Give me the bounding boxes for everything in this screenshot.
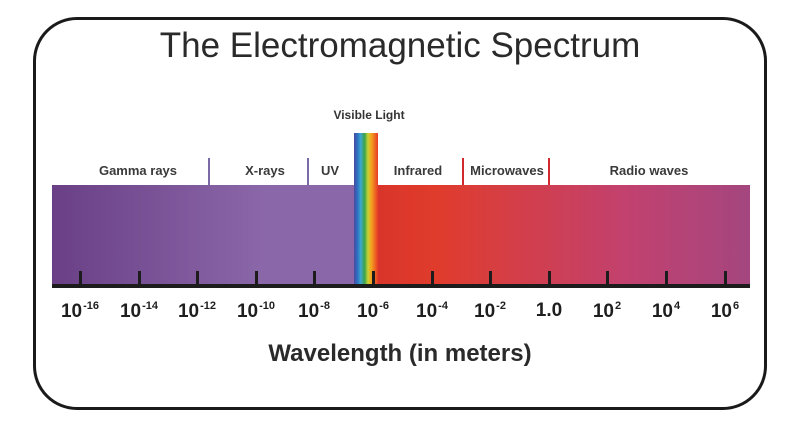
region-label-infrared: Infrared bbox=[393, 163, 443, 178]
axis-tick-label: 1.0 bbox=[535, 300, 563, 321]
region-label-gamma: Gamma rays bbox=[98, 163, 178, 178]
axis-tick bbox=[606, 271, 609, 286]
axis-tick bbox=[665, 271, 668, 286]
axis-tick-label: 104 bbox=[651, 300, 681, 322]
axis-tick bbox=[548, 271, 551, 286]
axis-tick bbox=[255, 271, 258, 286]
region-label-uv: UV bbox=[320, 163, 340, 178]
divider-xray-uv bbox=[307, 158, 309, 185]
wavelength-axis-line bbox=[52, 284, 750, 288]
axis-tick-label: 10-10 bbox=[236, 300, 276, 322]
divider-microwave-radio bbox=[548, 158, 550, 185]
axis-tick bbox=[313, 271, 316, 286]
region-label-xray: X-rays bbox=[245, 163, 285, 178]
spectrum-band bbox=[52, 185, 750, 284]
axis-tick bbox=[79, 271, 82, 286]
divider-infrared-microwave bbox=[462, 158, 464, 185]
axis-tick bbox=[724, 271, 727, 286]
axis-tick-label: 10-16 bbox=[60, 300, 100, 322]
axis-tick bbox=[138, 271, 141, 286]
axis-tick bbox=[372, 271, 375, 286]
divider-gamma-xray bbox=[208, 158, 210, 185]
axis-tick-label: 10-12 bbox=[177, 300, 217, 322]
region-label-microwave: Microwaves bbox=[470, 163, 544, 178]
axis-tick-label: 10-4 bbox=[416, 300, 448, 322]
region-label-radio: Radio waves bbox=[609, 163, 689, 178]
axis-title: Wavelength (in meters) bbox=[268, 340, 532, 367]
axis-tick-label: 10-8 bbox=[298, 300, 330, 322]
axis-tick-label: 10-14 bbox=[119, 300, 159, 322]
axis-tick bbox=[489, 271, 492, 286]
axis-tick bbox=[196, 271, 199, 286]
visible-light-bar bbox=[354, 133, 378, 284]
axis-tick bbox=[431, 271, 434, 286]
diagram-title: The Electromagnetic Spectrum bbox=[159, 26, 641, 65]
axis-tick-label: 10-6 bbox=[357, 300, 389, 322]
diagram-frame bbox=[33, 17, 767, 410]
axis-tick-label: 102 bbox=[592, 300, 622, 322]
axis-tick-label: 10-2 bbox=[474, 300, 506, 322]
axis-tick-label: 106 bbox=[710, 300, 740, 322]
visible-light-label: Visible Light bbox=[333, 108, 405, 122]
